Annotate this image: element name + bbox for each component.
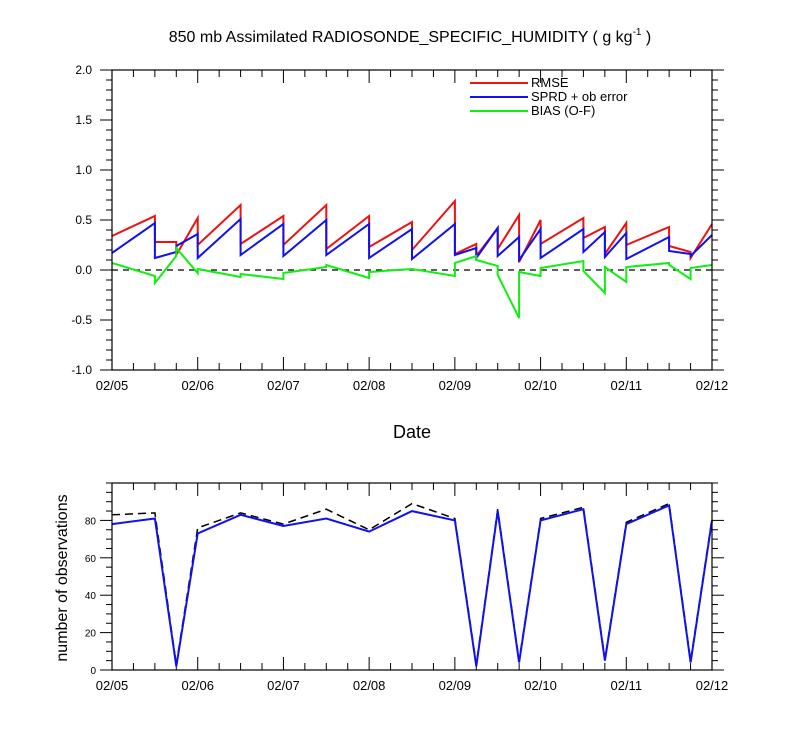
x-tick-label: 02/07 bbox=[267, 678, 300, 693]
x-tick-label: 02/05 bbox=[96, 678, 129, 693]
top-series-group bbox=[111, 198, 713, 319]
y-axis-label-observations: number of observations bbox=[54, 494, 71, 661]
bottom-axes: 02/05 02/06 02/07 02/08 02/09 02/10 02/11 02/12… bbox=[85, 482, 729, 693]
x-tick-label: 02/10 bbox=[524, 678, 557, 693]
series-line-assimilated bbox=[111, 503, 713, 667]
bottom-series-group bbox=[111, 502, 713, 667]
y-tick-label: 2.0 bbox=[75, 63, 92, 77]
y-tick-label: 0.0 bbox=[75, 263, 92, 277]
x-tick-label: 02/05 bbox=[96, 378, 129, 393]
legend-label: RMSE bbox=[531, 75, 569, 90]
x-tick-label: 02/12 bbox=[696, 678, 729, 693]
series-line-sprd-ob-error bbox=[111, 216, 713, 264]
top-plot-frame bbox=[111, 69, 713, 371]
series-line-rmse bbox=[111, 198, 713, 263]
y-tick-label: 0.5 bbox=[75, 213, 92, 227]
x-tick-label: 02/08 bbox=[353, 378, 386, 393]
y-tick-label: -1.0 bbox=[71, 363, 92, 377]
x-tick-label: 02/07 bbox=[267, 378, 300, 393]
y-tick-label: 40 bbox=[85, 591, 97, 602]
x-tick-label: 02/09 bbox=[439, 378, 472, 393]
y-tick-label: 20 bbox=[85, 629, 97, 640]
x-tick-label: 02/09 bbox=[439, 678, 472, 693]
x-tick-label: 02/11 bbox=[610, 378, 642, 393]
x-axis-label: Date bbox=[393, 422, 431, 442]
x-tick-label: 02/08 bbox=[353, 678, 386, 693]
x-tick-label: 02/10 bbox=[524, 378, 557, 393]
y-tick-label: 1.0 bbox=[75, 163, 92, 177]
x-tick-label: 02/06 bbox=[181, 678, 214, 693]
x-tick-label: 02/06 bbox=[181, 378, 214, 393]
y-tick-label: 80 bbox=[85, 516, 97, 527]
top-axes: 02/05 02/06 02/07 02/08 02/09 02/10 02/11 02/12… bbox=[71, 63, 728, 393]
chart-title: 850 mb Assimilated RADIOSONDE_SPECIFIC_H… bbox=[169, 27, 652, 46]
legend-label: SPRD + ob error bbox=[531, 89, 628, 104]
legend-label: BIAS (O-F) bbox=[531, 103, 595, 118]
y-tick-label: 1.5 bbox=[75, 113, 92, 127]
series-line-bias-o-f bbox=[111, 245, 713, 319]
y-tick-label: -0.5 bbox=[71, 313, 92, 327]
bottom-plot-frame bbox=[111, 482, 713, 671]
y-tick-label: 60 bbox=[85, 554, 97, 565]
y-tick-label: 0 bbox=[90, 666, 96, 677]
series-line-possible bbox=[111, 502, 713, 665]
x-tick-label: 02/11 bbox=[610, 678, 642, 693]
x-tick-label: 02/12 bbox=[696, 378, 729, 393]
